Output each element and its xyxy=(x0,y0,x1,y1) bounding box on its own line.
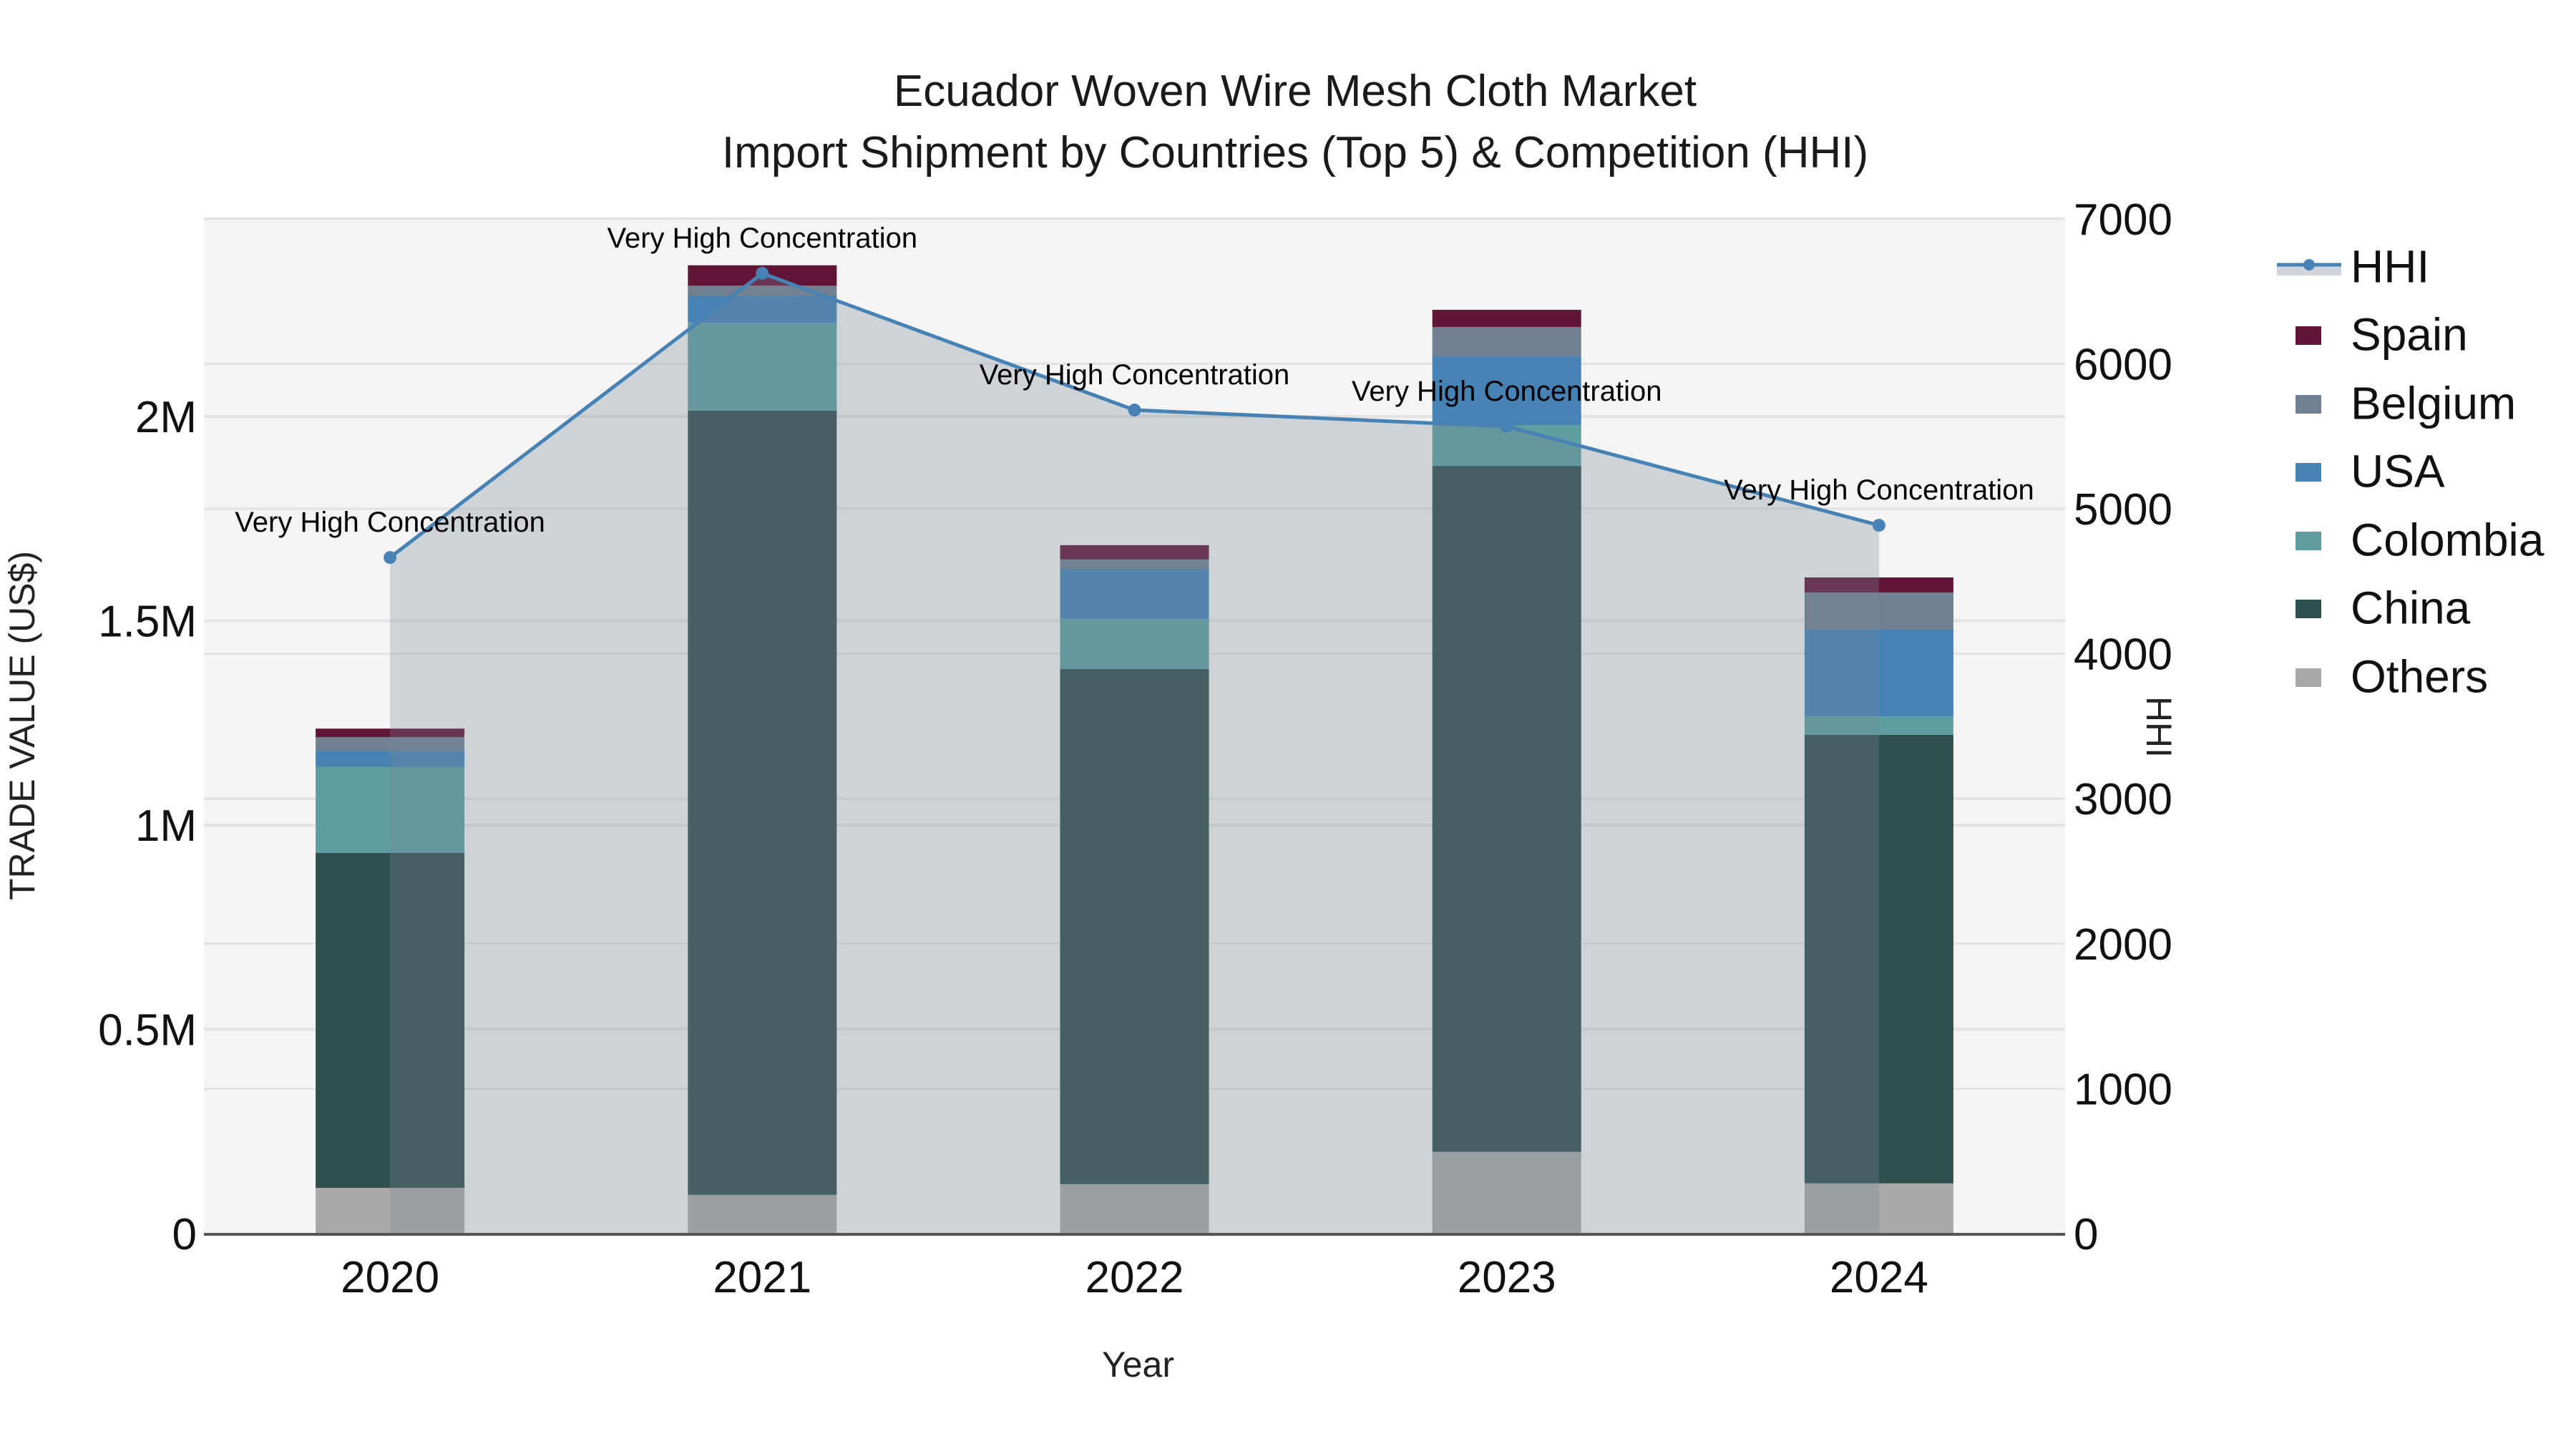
x-tick-label: 2021 xyxy=(713,1253,811,1302)
bar-segment-spain[interactable] xyxy=(316,728,465,738)
bar-segment-others[interactable] xyxy=(1432,1151,1581,1234)
bar-segment-china[interactable] xyxy=(316,852,465,1189)
legend-swatch-icon xyxy=(2296,463,2321,482)
y-left-tick-label: 0 xyxy=(172,1210,197,1259)
y-left-tick-label: 1.5M xyxy=(98,597,197,647)
y-right-axis-title: HHI xyxy=(2139,696,2179,758)
annotation-label: Very High Concentration xyxy=(608,223,918,254)
x-tick-label: 2022 xyxy=(1085,1253,1184,1302)
y-right-tick-label: 4000 xyxy=(2074,630,2172,680)
annotation-label: Very High Concentration xyxy=(1724,474,2034,506)
hhi-point-2021[interactable] xyxy=(756,266,769,280)
legend-label: Others xyxy=(2351,650,2489,703)
y-left-tick-label: 1M xyxy=(135,801,197,851)
legend-label: China xyxy=(2351,582,2471,634)
legend-swatch-icon xyxy=(2296,394,2321,414)
bar-segment-china[interactable] xyxy=(1432,466,1581,1152)
y-axis-right: 0 1000 2000 3000 4000 5000 6000 7000 xyxy=(2074,195,2172,1259)
bar-segment-china[interactable] xyxy=(1060,668,1209,1184)
bar-segment-usa[interactable] xyxy=(316,751,465,767)
legend-swatch-icon xyxy=(2296,326,2321,346)
legend-swatch-icon xyxy=(2296,531,2321,550)
bar-segment-belgium[interactable] xyxy=(1804,592,1953,629)
x-axis-title: Year xyxy=(1102,1345,1174,1385)
line-marker-icon xyxy=(2277,258,2341,275)
bar-segment-others[interactable] xyxy=(688,1194,837,1234)
y-axis-left: 0 0.5M 1M 1.5M 2M xyxy=(98,393,197,1259)
bar-stack-2023[interactable] xyxy=(1432,309,1581,1234)
chart-subtitle: Import Shipment by Countries (Top 5) & C… xyxy=(721,128,1869,177)
bar-segment-belgium[interactable] xyxy=(1060,559,1209,569)
y-right-tick-label: 1000 xyxy=(2074,1065,2172,1114)
hhi-area xyxy=(390,273,1879,1234)
bar-stack-2024[interactable] xyxy=(1804,577,1953,1234)
bar-segment-others[interactable] xyxy=(1060,1184,1209,1234)
y-right-tick-label: 6000 xyxy=(2074,340,2172,389)
legend-swatch-icon xyxy=(2296,668,2321,687)
x-tick-label: 2020 xyxy=(341,1253,439,1302)
annotation-label: Very High Concentration xyxy=(1352,376,1662,407)
chart-title: Ecuador Woven Wire Mesh Cloth Market xyxy=(893,67,1697,116)
bar-stack-2021[interactable] xyxy=(688,265,837,1234)
x-tick-label: 2023 xyxy=(1458,1253,1556,1302)
y-left-tick-label: 0.5M xyxy=(98,1006,197,1055)
bar-segment-spain[interactable] xyxy=(1060,545,1209,560)
bar-segment-usa[interactable] xyxy=(1432,356,1581,425)
bar-stack-2022[interactable] xyxy=(1060,545,1209,1234)
annotation-label: Very High Concentration xyxy=(235,507,545,538)
y-right-tick-label: 0 xyxy=(2074,1210,2098,1259)
legend-label: HHI xyxy=(2351,240,2430,293)
bar-segment-others[interactable] xyxy=(1804,1183,1953,1234)
annotation-label: Very High Concentration xyxy=(980,359,1290,391)
bar-segment-spain[interactable] xyxy=(1432,309,1581,327)
bar-segment-colombia[interactable] xyxy=(1060,619,1209,669)
x-axis: 2020 2021 2022 2023 2024 xyxy=(341,1253,1928,1302)
bar-segment-others[interactable] xyxy=(316,1188,465,1234)
legend-label: USA xyxy=(2351,445,2445,497)
hhi-point-2023[interactable] xyxy=(1500,419,1513,433)
bar-stack-2020[interactable] xyxy=(316,728,465,1234)
y-left-axis-title: TRADE VALUE (US$) xyxy=(2,551,42,900)
legend-swatch-icon xyxy=(2296,600,2321,619)
hhi-point-2024[interactable] xyxy=(1872,519,1885,532)
y-right-tick-label: 2000 xyxy=(2074,920,2172,970)
x-tick-label: 2024 xyxy=(1830,1253,1928,1302)
hhi-point-2020[interactable] xyxy=(384,551,397,565)
bar-segment-belgium[interactable] xyxy=(316,737,465,751)
bar-segment-colombia[interactable] xyxy=(1804,716,1953,735)
bar-segment-china[interactable] xyxy=(688,411,837,1195)
bar-segment-colombia[interactable] xyxy=(316,766,465,853)
bar-segment-usa[interactable] xyxy=(1060,568,1209,620)
legend-label: Belgium xyxy=(2351,377,2517,429)
legend-label: Spain xyxy=(2351,308,2468,361)
bar-segment-belgium[interactable] xyxy=(1432,326,1581,357)
hhi-point-2022[interactable] xyxy=(1128,404,1141,417)
y-left-tick-label: 2M xyxy=(135,393,197,442)
stacked-bars xyxy=(316,265,1953,1234)
y-right-tick-label: 7000 xyxy=(2074,195,2172,245)
y-right-tick-label: 3000 xyxy=(2074,775,2172,824)
bar-segment-colombia[interactable] xyxy=(688,323,837,411)
bar-segment-spain[interactable] xyxy=(1804,577,1953,593)
y-right-tick-label: 5000 xyxy=(2074,485,2172,535)
bar-segment-china[interactable] xyxy=(1804,734,1953,1184)
bar-segment-usa[interactable] xyxy=(1804,628,1953,717)
legend-label: Colombia xyxy=(2351,514,2545,566)
